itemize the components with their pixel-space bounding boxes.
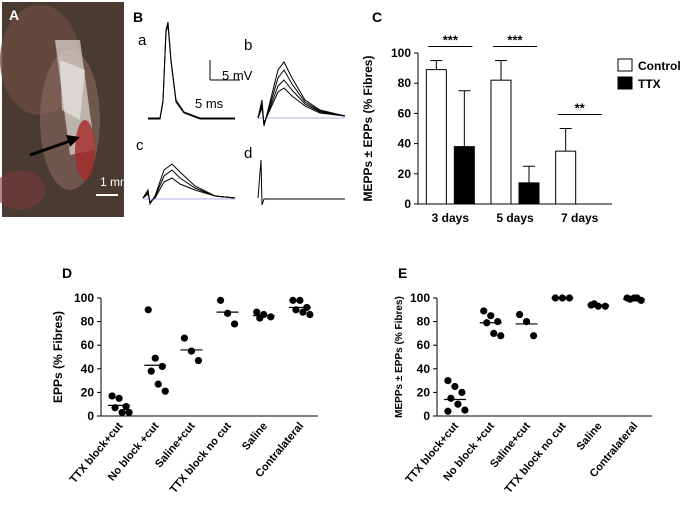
- data-point: [590, 300, 598, 308]
- data-point: [108, 392, 116, 400]
- significance-label: ***: [507, 33, 523, 48]
- scale-label: 5 mV: [222, 68, 253, 83]
- trace-label: b: [244, 37, 252, 54]
- y-tick-label: 40: [81, 362, 95, 376]
- data-point: [454, 400, 462, 408]
- significance-label: ***: [443, 33, 459, 48]
- panel-label: A: [9, 7, 19, 23]
- y-tick-label: 0: [404, 197, 411, 211]
- data-point: [633, 294, 641, 302]
- data-point: [529, 332, 538, 340]
- data-point: [451, 382, 459, 391]
- data-point: [296, 296, 304, 304]
- panel-label: D: [62, 265, 72, 281]
- panel-label: C: [372, 9, 382, 25]
- y-tick-label: 100: [391, 46, 411, 60]
- x-tick-label: 5 days: [496, 211, 534, 225]
- significance-label: **: [575, 101, 586, 116]
- legend-label: Control: [638, 59, 681, 73]
- panel-label: E: [398, 265, 407, 281]
- scale-label: 1 mm: [100, 175, 130, 189]
- data-point: [306, 310, 314, 319]
- x-tick-label: TTX block no cut: [503, 420, 569, 496]
- y-axis-label: MEPPs ± EPPs (% Fibres): [394, 296, 405, 418]
- x-tick-label: Saline: [240, 420, 270, 453]
- bar: [425, 69, 447, 205]
- bar: [453, 146, 475, 205]
- photo: [0, 2, 124, 217]
- data-point: [447, 394, 455, 402]
- legend-swatch: [617, 58, 633, 72]
- data-point: [118, 408, 126, 417]
- y-tick-label: 20: [417, 385, 431, 399]
- y-tick-label: 20: [398, 167, 412, 181]
- data-point: [230, 320, 239, 328]
- data-point: [223, 309, 232, 317]
- data-point: [515, 310, 524, 319]
- x-tick-label: 7 days: [561, 211, 599, 225]
- y-axis-label: EPPs (% Fibres): [51, 311, 65, 403]
- y-tick-label: 100: [410, 291, 430, 305]
- y-tick-label: 0: [87, 409, 94, 423]
- x-tick-label: Saline: [575, 420, 605, 453]
- traces: [142, 21, 346, 206]
- y-tick-label: 40: [398, 137, 412, 151]
- data-point: [299, 308, 307, 316]
- data-point: [125, 408, 133, 417]
- y-tick-label: 40: [417, 362, 431, 376]
- data-point: [490, 329, 498, 337]
- data-point: [158, 362, 166, 371]
- x-tick-label: TTX block no cut: [168, 420, 234, 496]
- x-tick-label: 3 days: [432, 211, 470, 225]
- data-point: [289, 296, 297, 304]
- bar: [518, 182, 540, 205]
- y-tick-label: 100: [74, 291, 94, 305]
- y-tick-label: 20: [81, 385, 95, 399]
- data-point: [147, 367, 155, 375]
- data-point: [601, 302, 609, 310]
- y-tick-label: 80: [81, 315, 95, 329]
- trace-label: a: [138, 32, 147, 49]
- data-point: [480, 307, 488, 315]
- y-axis-label: MEPPs ± EPPs (% Fibres): [361, 56, 375, 202]
- data-point: [461, 406, 469, 414]
- data-point: [122, 402, 130, 411]
- data-point: [154, 380, 162, 388]
- data-point: [161, 387, 169, 395]
- panel-label: B: [133, 9, 143, 25]
- data-point: [253, 308, 261, 316]
- data-point: [444, 407, 452, 415]
- data-point: [144, 306, 152, 314]
- data-point: [115, 394, 123, 402]
- legend-swatch: [617, 76, 633, 90]
- y-tick-label: 0: [423, 409, 430, 423]
- data-point: [444, 377, 452, 385]
- data-point: [216, 296, 225, 304]
- y-tick-label: 80: [417, 315, 431, 329]
- bar: [490, 79, 512, 205]
- data-point: [187, 347, 196, 355]
- y-tick-label: 80: [398, 76, 412, 90]
- data-point: [267, 313, 275, 321]
- data-point: [151, 354, 159, 362]
- bar: [555, 150, 577, 205]
- data-point: [497, 332, 505, 340]
- y-tick-label: 60: [398, 106, 412, 120]
- legend-label: TTX: [638, 77, 661, 91]
- data-point: [194, 356, 203, 365]
- trace-label: c: [136, 137, 144, 154]
- data-point: [458, 388, 466, 396]
- scale-label: 5 ms: [195, 96, 224, 111]
- trace-label: d: [244, 145, 252, 162]
- y-tick-label: 60: [417, 338, 431, 352]
- data-point: [487, 312, 495, 320]
- data-point: [494, 318, 502, 326]
- y-tick-label: 60: [81, 338, 95, 352]
- data-point: [180, 334, 189, 342]
